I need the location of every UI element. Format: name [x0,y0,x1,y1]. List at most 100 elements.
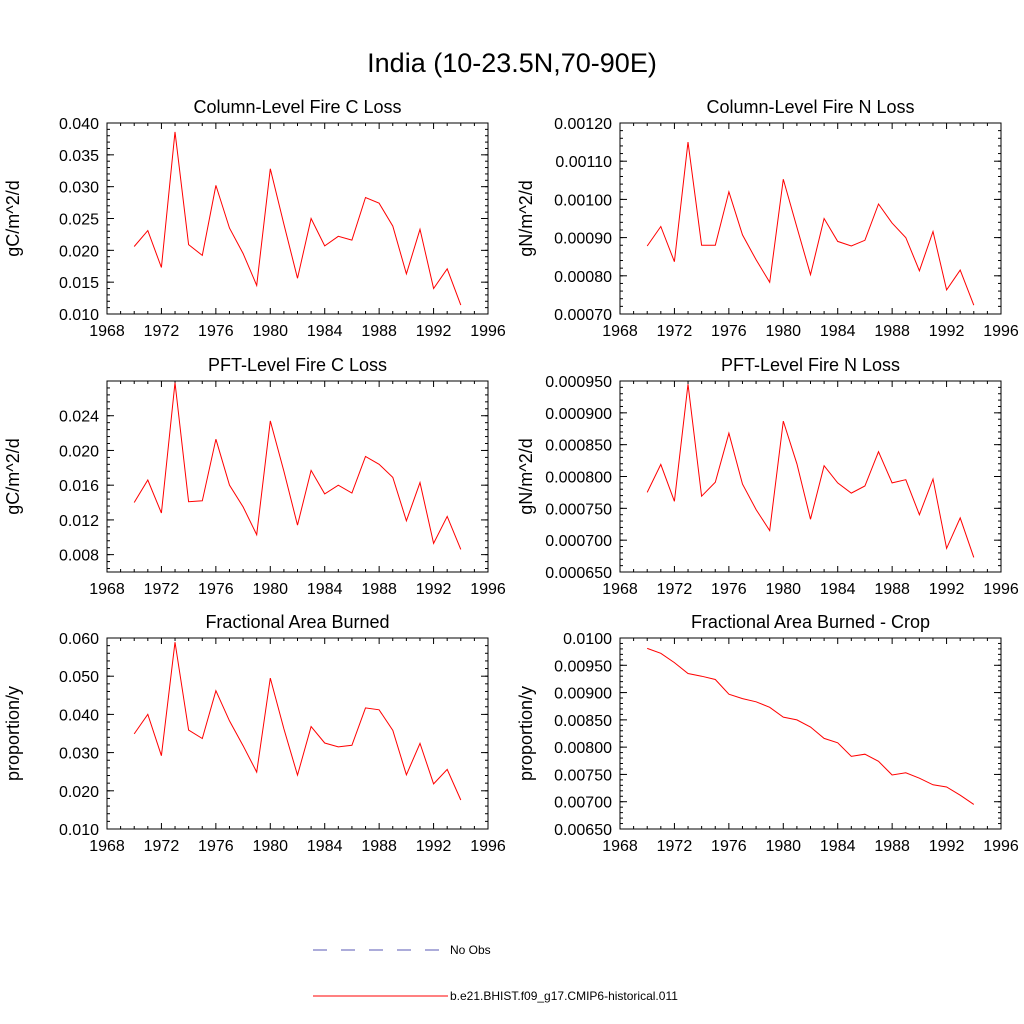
x-tick-label: 1972 [144,838,180,855]
y-tick-label: 0.000750 [545,501,612,518]
y-tick-label: 0.00120 [554,116,612,133]
panel-title: PFT-Level Fire C Loss [208,355,387,375]
x-tick-label: 1988 [361,581,397,598]
panel-title: PFT-Level Fire N Loss [721,355,900,375]
x-tick-label: 1996 [470,838,506,855]
x-tick-label: 1980 [765,323,801,340]
legend-label: No Obs [450,943,491,957]
y-tick-label: 0.00950 [554,658,612,675]
panel-title: Column-Level Fire C Loss [193,97,401,117]
series-line [133,131,462,306]
plot-frame [106,380,489,573]
x-tick-label: 1988 [361,838,397,855]
y-tick-label: 0.000700 [545,533,612,550]
y-tick-label: 0.050 [59,669,99,686]
y-tick-label: 0.010 [59,307,99,324]
y-tick-label: 0.000850 [545,438,612,455]
y-tick-label: 0.020 [59,243,99,260]
y-tick-label: 0.0100 [563,631,612,648]
panel-3: PFT-Level Fire C Loss gC/m^2/d 1968 1972 197… [3,355,506,598]
x-tick-label: 1992 [929,838,965,855]
x-tick-label: 1972 [144,323,180,340]
y-tick-label: 0.015 [59,275,99,292]
panel-4: PFT-Level Fire N Loss gN/m^2/d 1968 1972 197… [516,355,1019,598]
x-tick-label: 1968 [602,581,638,598]
series-line [647,647,975,805]
y-tick-label: 0.000900 [545,406,612,423]
x-tick-label: 1988 [361,323,397,340]
x-tick-label: 1992 [929,323,965,340]
y-tick-label: 0.030 [59,180,99,197]
x-tick-label: 1992 [416,838,452,855]
x-tick-label: 1976 [711,581,747,598]
x-tick-label: 1972 [657,323,693,340]
y-tick-label: 0.00900 [554,686,612,703]
series-line [133,382,462,550]
x-tick-label: 1996 [983,581,1019,598]
x-tick-label: 1976 [198,838,234,855]
x-tick-label: 1992 [416,581,452,598]
x-tick-label: 1972 [657,838,693,855]
y-axis-label: gC/m^2/d [3,180,23,256]
x-tick-label: 1968 [602,323,638,340]
y-axis-label: gC/m^2/d [3,438,23,514]
y-tick-label: 0.000800 [545,470,612,487]
y-tick-label: 0.00850 [554,713,612,730]
x-tick-label: 1984 [307,323,343,340]
y-axis-label: gN/m^2/d [516,180,536,256]
x-tick-label: 1988 [874,323,910,340]
x-tick-label: 1972 [144,581,180,598]
y-tick-label: 0.008 [59,548,99,565]
figure-title: India (10-23.5N,70-90E) [367,48,657,78]
x-tick-label: 1976 [711,838,747,855]
series-line [133,642,462,801]
plot-frame [106,122,489,315]
y-tick-label: 0.00080 [554,269,612,286]
y-tick-label: 0.024 [59,409,99,426]
x-tick-label: 1996 [983,838,1019,855]
y-tick-label: 0.025 [59,212,99,229]
legend: No Obs b.e21.BHIST.f09_g17.CMIP6-historic… [313,943,678,1003]
y-tick-label: 0.040 [59,116,99,133]
x-tick-label: 1992 [929,581,965,598]
y-tick-label: 0.030 [59,746,99,763]
y-tick-label: 0.00800 [554,740,612,757]
legend-label: b.e21.BHIST.f09_g17.CMIP6-historical.011 [450,989,678,1003]
y-axis-label: proportion/y [516,686,536,781]
x-tick-label: 1968 [89,323,125,340]
x-tick-label: 1976 [198,581,234,598]
x-tick-label: 1988 [874,581,910,598]
x-tick-label: 1976 [198,323,234,340]
series-line [646,142,975,306]
x-tick-label: 1976 [711,323,747,340]
y-tick-label: 0.00750 [554,767,612,784]
panel-6: Fractional Area Burned - Crop proportion/… [516,612,1019,855]
y-tick-label: 0.00650 [554,822,612,839]
y-tick-label: 0.010 [59,822,99,839]
y-tick-label: 0.00110 [555,154,612,171]
x-tick-label: 1980 [252,323,288,340]
y-tick-label: 0.020 [59,443,99,460]
y-tick-label: 0.016 [59,478,99,495]
series-line [646,384,975,558]
panel-2: Column-Level Fire N Loss gN/m^2/d 1968 1972… [516,97,1019,340]
y-tick-label: 0.035 [59,148,99,165]
panel-title: Column-Level Fire N Loss [706,97,914,117]
y-tick-label: 0.00070 [554,307,612,324]
x-tick-label: 1980 [252,581,288,598]
x-tick-label: 1980 [765,838,801,855]
x-tick-label: 1984 [307,581,343,598]
plot-frame [619,122,1002,315]
y-tick-label: 0.000950 [545,374,612,391]
y-tick-label: 0.000650 [545,565,612,582]
x-tick-label: 1992 [416,323,452,340]
y-tick-label: 0.060 [59,631,99,648]
x-tick-label: 1968 [602,838,638,855]
panel-5: Fractional Area Burned proportion/y 1968 19… [3,612,506,855]
x-tick-label: 1980 [252,838,288,855]
y-tick-label: 0.00090 [554,231,612,248]
x-tick-label: 1984 [307,838,343,855]
y-axis-label: proportion/y [3,686,23,781]
plot-frame [619,637,1002,830]
